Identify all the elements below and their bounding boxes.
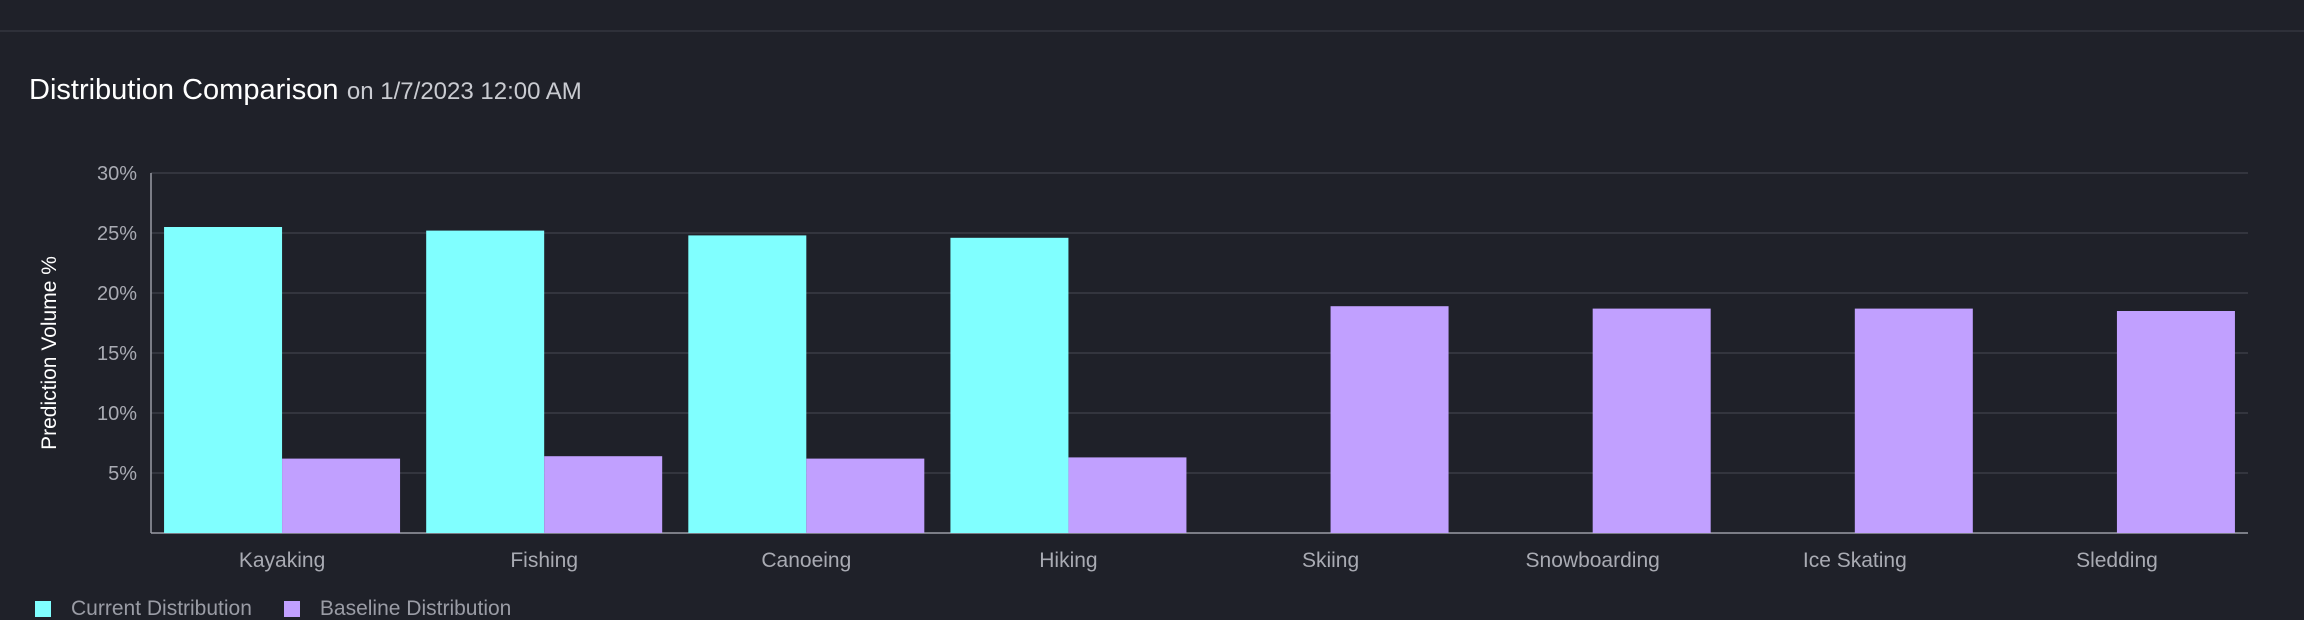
y-tick-label: 20% <box>97 283 137 305</box>
legend-label-baseline: Baseline Distribution <box>319 597 512 620</box>
bar-baseline <box>1068 457 1187 533</box>
chart-legend: Current Distribution Baseline Distributi… <box>35 597 543 620</box>
bar-baseline <box>282 458 401 533</box>
x-tick-label: Hiking <box>1039 549 1097 572</box>
bar-baseline <box>806 458 925 533</box>
top-divider <box>0 30 2304 32</box>
x-tick-label: Kayaking <box>239 549 325 572</box>
bar-baseline <box>1592 308 1711 533</box>
legend-label-current: Current Distribution <box>71 597 252 620</box>
bar-baseline <box>2116 311 2235 533</box>
y-tick-label: 30% <box>97 163 137 185</box>
y-tick-label: 10% <box>97 403 137 425</box>
x-tick-label: Canoeing <box>761 549 851 572</box>
legend-item-baseline[interactable]: Baseline Distribution <box>283 597 512 620</box>
chart-title-row: Distribution Comparison on 1/7/2023 12:0… <box>29 74 582 107</box>
y-axis-label: Prediction Volume % <box>38 256 61 450</box>
chart-title: Distribution Comparison <box>29 74 339 106</box>
legend-swatch-baseline <box>283 601 300 617</box>
bar-current <box>950 237 1069 534</box>
bar-current <box>426 230 545 533</box>
legend-swatch-current <box>35 601 51 617</box>
x-tick-label: Sledding <box>2076 549 2158 572</box>
bar-current <box>164 227 283 533</box>
x-tick-label: Fishing <box>510 549 578 572</box>
bar-baseline <box>1330 306 1449 533</box>
x-tick-label: Ice Skating <box>1803 549 1907 572</box>
chart-subtitle: on 1/7/2023 12:00 AM <box>346 78 582 105</box>
bar-baseline <box>544 456 663 533</box>
bar-current <box>688 235 807 533</box>
legend-item-current[interactable]: Current Distribution <box>35 597 252 620</box>
x-tick-label: Snowboarding <box>1526 549 1660 572</box>
x-tick-label: Skiing <box>1302 549 1359 572</box>
y-tick-label: 15% <box>97 343 137 365</box>
y-tick-label: 25% <box>97 223 137 245</box>
y-tick-label: 5% <box>108 463 137 485</box>
bar-baseline <box>1854 308 1973 533</box>
